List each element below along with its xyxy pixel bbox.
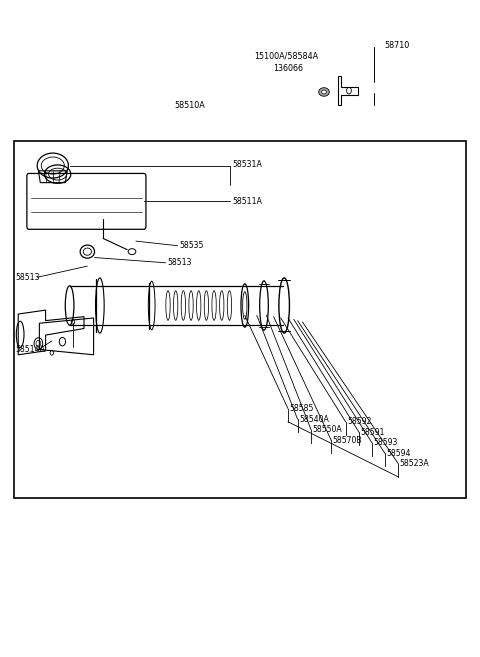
Text: 58593: 58593 xyxy=(373,438,398,447)
Bar xyxy=(14,141,466,498)
Text: 58513: 58513 xyxy=(16,273,40,282)
Text: 58523A: 58523A xyxy=(400,459,430,468)
Text: 58535: 58535 xyxy=(179,241,204,250)
Ellipse shape xyxy=(322,90,326,94)
Text: 58510A: 58510A xyxy=(174,101,205,110)
Text: 136066: 136066 xyxy=(274,64,303,73)
Text: 58513: 58513 xyxy=(167,258,192,267)
Text: 58550A: 58550A xyxy=(312,425,342,434)
Text: 58514A: 58514A xyxy=(16,345,46,354)
Text: 58540A: 58540A xyxy=(299,415,329,424)
Text: 58710: 58710 xyxy=(384,41,409,51)
Text: 58592: 58592 xyxy=(347,417,372,426)
Text: 58531A: 58531A xyxy=(233,160,263,169)
Text: 15100A/58584A: 15100A/58584A xyxy=(254,51,319,60)
Text: 58511A: 58511A xyxy=(233,196,263,206)
Text: 58585: 58585 xyxy=(289,404,314,413)
Ellipse shape xyxy=(319,87,329,97)
Text: 58570B: 58570B xyxy=(333,436,362,445)
Text: 58591: 58591 xyxy=(360,428,385,437)
Text: 58594: 58594 xyxy=(386,449,411,458)
